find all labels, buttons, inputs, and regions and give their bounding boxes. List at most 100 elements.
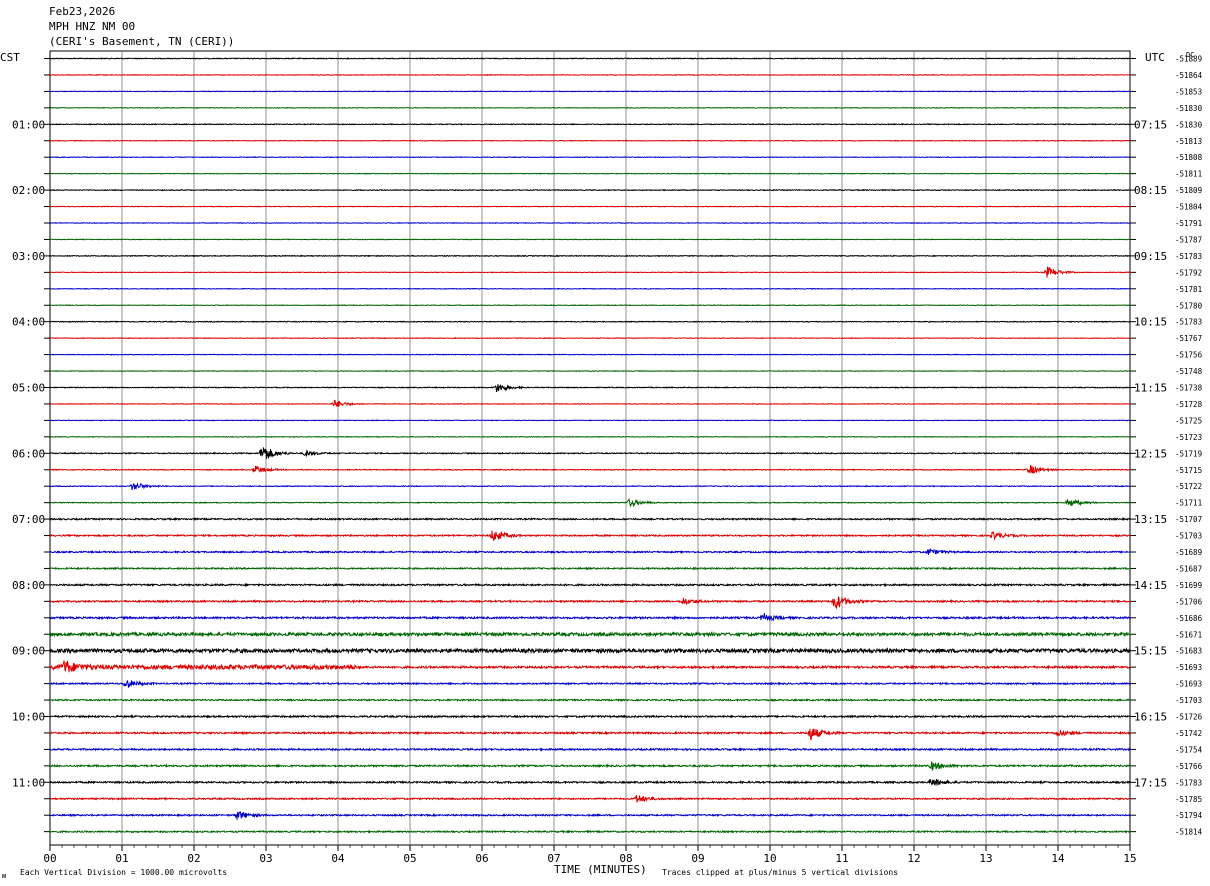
dc-offset-label: -51738 — [1175, 384, 1203, 393]
trace-row — [49, 320, 1131, 323]
dc-offset-label: -51707 — [1175, 515, 1202, 524]
trace-row — [49, 447, 1131, 459]
right-hour-label: 09:15 — [1134, 250, 1167, 263]
trace-row — [49, 90, 1131, 93]
dc-offset-label: -51766 — [1175, 762, 1203, 771]
trace-row — [49, 287, 1131, 290]
station-label: MPH HNZ NM 00 — [49, 20, 136, 33]
trace-row — [49, 582, 1131, 588]
date-label: Feb23,2026 — [49, 5, 116, 18]
trace-row — [49, 612, 1131, 622]
right-hour-label: 13:15 — [1134, 513, 1167, 526]
dc-offset-label: -51767 — [1175, 334, 1202, 343]
trace-row — [49, 122, 1131, 126]
dc-offset-label: -51804 — [1175, 203, 1203, 212]
dc-offset-label: -51689 — [1175, 548, 1202, 557]
dc-offset-label: -51809 — [1175, 186, 1202, 195]
trace-row — [49, 596, 1131, 609]
left-hour-label: 04:00 — [12, 316, 45, 329]
dc-offset-label: -51671 — [1175, 630, 1202, 639]
dc-offset-label: -51693 — [1175, 663, 1202, 672]
x-tick-label: 13 — [979, 852, 992, 865]
x-tick-label: 01 — [115, 852, 128, 865]
dc-offset-label: -51783 — [1175, 778, 1202, 787]
right-hour-label: 11:15 — [1134, 382, 1167, 395]
x-tick-label: 11 — [835, 852, 848, 865]
left-hour-label: 03:00 — [12, 250, 45, 263]
trace-row — [49, 353, 1131, 356]
x-tick-label: 00 — [43, 852, 56, 865]
dc-offset-label: -51756 — [1175, 351, 1203, 360]
plot-header: Feb23,2026 MPH HNZ NM 00 (CERI's Basemen… — [49, 4, 234, 49]
scale-note: Each Vertical Division = 1000.00 microvo… — [20, 868, 227, 877]
trace-row — [49, 188, 1131, 192]
dc-offset-label: -51864 — [1175, 71, 1203, 80]
trace-row — [49, 106, 1131, 109]
trace-row — [49, 384, 1131, 393]
left-hour-label: 08:00 — [12, 579, 45, 592]
trace-row — [49, 337, 1131, 340]
dc-offset-label: -51830 — [1175, 120, 1203, 129]
dc-offset-label: -51792 — [1175, 268, 1202, 277]
dc-offset-label: -51683 — [1175, 647, 1202, 656]
trace-row — [49, 646, 1131, 655]
dc-offset-label: -51722 — [1175, 482, 1202, 491]
dc-offset-label: -51791 — [1175, 219, 1202, 228]
dc-offset-label: -51853 — [1175, 87, 1202, 96]
dc-offset-label: -51783 — [1175, 252, 1202, 261]
left-hour-label: 09:00 — [12, 645, 45, 658]
xaxis-title: TIME (MINUTES) — [554, 863, 647, 876]
dc-offset-label: -51742 — [1175, 729, 1202, 738]
trace-row — [49, 829, 1131, 834]
trace-row — [49, 728, 1131, 741]
x-tick-label: 02 — [187, 852, 200, 865]
x-tick-label: 12 — [907, 852, 920, 865]
dc-offset-label: -51808 — [1175, 153, 1203, 162]
left-hour-label: 06:00 — [12, 447, 45, 460]
trace-row — [49, 435, 1131, 438]
trace-row — [49, 139, 1131, 142]
trace-row — [49, 156, 1131, 159]
trace-row — [49, 172, 1131, 175]
dc-offset-label: -51693 — [1175, 680, 1202, 689]
dc-offset-label: -51686 — [1175, 614, 1203, 623]
trace-row — [49, 660, 1131, 673]
left-hour-label: 07:00 — [12, 513, 45, 526]
right-hour-label: 17:15 — [1134, 776, 1167, 789]
right-hour-label: 08:15 — [1134, 184, 1167, 197]
trace-row — [49, 304, 1131, 307]
trace-row — [49, 714, 1131, 719]
dc-offset-label: -51754 — [1175, 745, 1203, 754]
trace-row — [49, 73, 1131, 76]
dc-offset-label: -51781 — [1175, 285, 1202, 294]
trace-row — [49, 419, 1131, 422]
dc-offset-label: -51725 — [1175, 416, 1202, 425]
dc-offset-label: -51711 — [1175, 499, 1202, 508]
trace-row — [49, 630, 1131, 638]
plot-grid — [44, 50, 1136, 851]
trace-row — [49, 221, 1131, 225]
trace-row — [49, 238, 1131, 241]
trace-row — [49, 747, 1131, 752]
x-tick-label: 07 — [547, 852, 560, 865]
right-hour-label: 10:15 — [1134, 316, 1167, 329]
x-tick-label: 10 — [763, 852, 776, 865]
trace-row — [49, 370, 1131, 373]
seismic-traces — [49, 57, 1131, 834]
x-tick-label: 08 — [619, 852, 632, 865]
trace-row — [49, 266, 1131, 278]
trace-row — [49, 778, 1131, 786]
dc-offset-label: -51787 — [1175, 235, 1202, 244]
dc-offset-label: -51728 — [1175, 400, 1203, 409]
clip-note: Traces clipped at plus/minus 5 vertical … — [662, 868, 898, 877]
right-timezone-label: UTC — [1145, 51, 1165, 64]
trace-row — [49, 795, 1131, 804]
dc-offset-label: -51748 — [1175, 367, 1203, 376]
corner-mark: ᴍ — [2, 872, 6, 880]
trace-row — [49, 254, 1131, 258]
dc-offset-label: -51699 — [1175, 581, 1202, 590]
right-hour-label: 16:15 — [1134, 711, 1167, 724]
dc-offset-label: -51783 — [1175, 318, 1202, 327]
left-hour-label: 02:00 — [12, 184, 45, 197]
